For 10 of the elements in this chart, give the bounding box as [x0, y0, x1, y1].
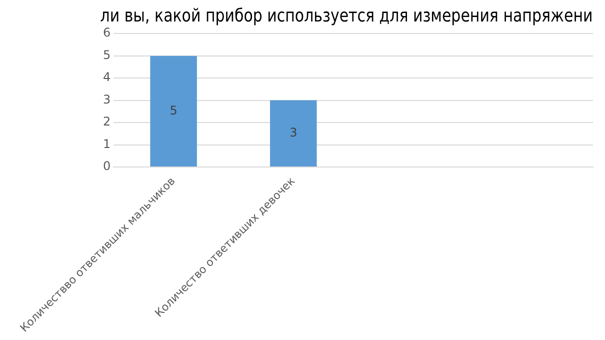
y-tick-label: 1: [102, 136, 111, 151]
y-tick-label: 4: [102, 70, 111, 84]
chart-title: ли вы, какой прибор используется для измерения напряжени: [100, 5, 593, 26]
y-tick-label: 3: [102, 92, 111, 106]
y-tick-label: 6: [102, 26, 111, 40]
y-tick-label: 2: [102, 114, 111, 129]
y-tick-label: 0: [102, 159, 111, 174]
data-label: 3: [290, 126, 298, 140]
data-label: 5: [170, 103, 178, 118]
y-tick-label: 5: [102, 48, 111, 62]
